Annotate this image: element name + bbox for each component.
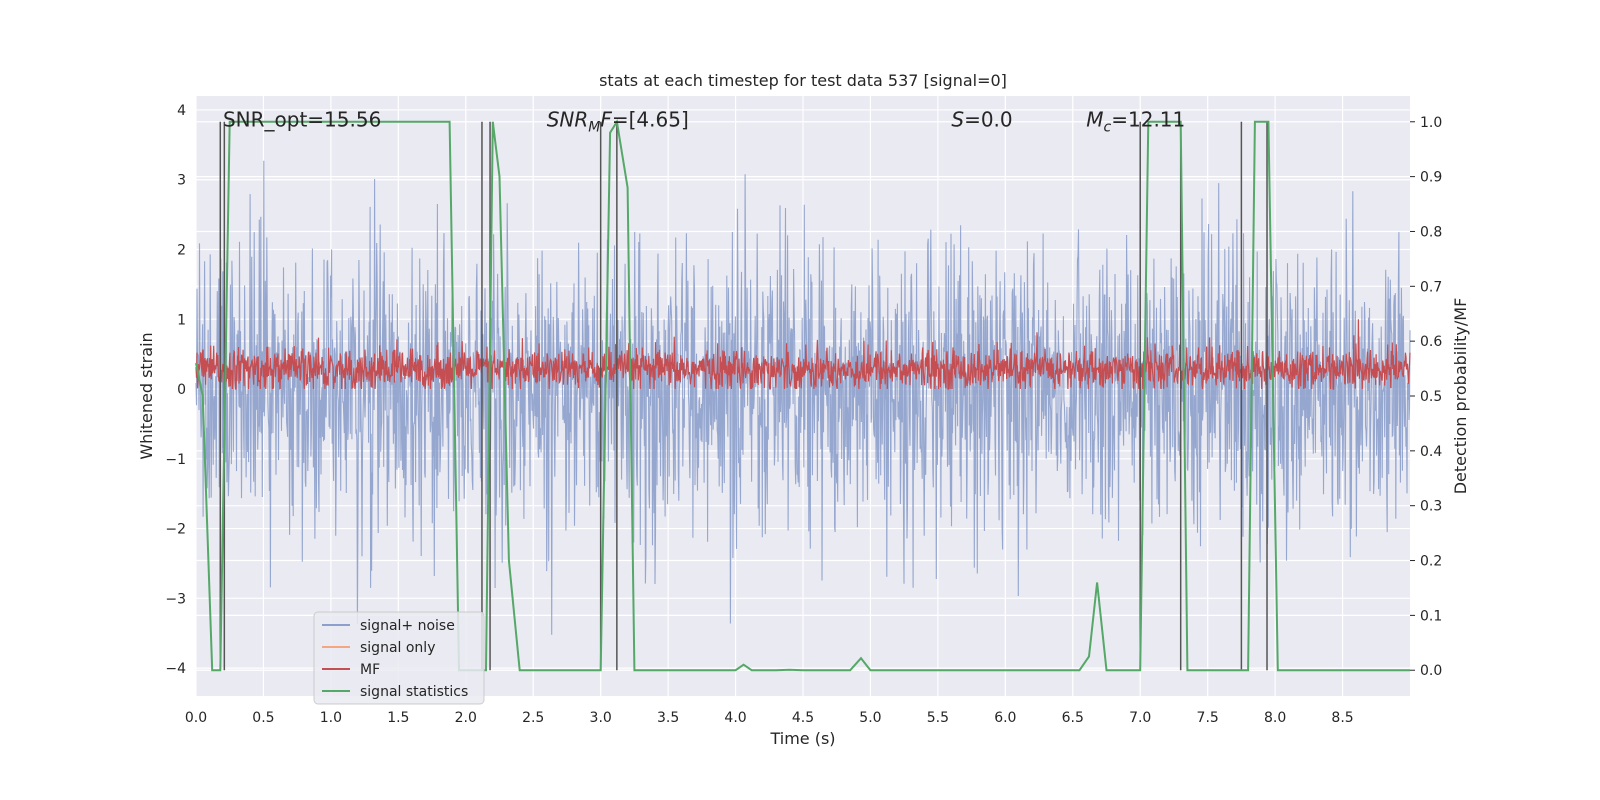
y-right-tick-label: 0.4 — [1420, 444, 1442, 460]
x-tick-label: 2.5 — [522, 710, 544, 726]
statistics-line — [195, 119, 1410, 672]
y-right-tick-label: 0.3 — [1420, 499, 1442, 515]
x-tick-label: 1.5 — [387, 710, 409, 726]
x-tick-label: 1.0 — [320, 710, 342, 726]
y-right-tick-label: 0.7 — [1420, 279, 1442, 295]
y-tick-label: −3 — [165, 591, 186, 607]
x-tick-label: 2.0 — [455, 710, 477, 726]
x-tick-label: 5.0 — [859, 710, 881, 726]
legend: signal+ noise signal only MF signal statist… — [313, 611, 485, 705]
x-tick-label: 4.5 — [792, 710, 814, 726]
annotation: SNRMF=[4.65] — [547, 107, 689, 135]
y-right-tick-label: 0.5 — [1420, 389, 1442, 405]
legend-label: signal only — [360, 640, 435, 656]
y-right-tick-label: 0.1 — [1420, 608, 1442, 624]
y-right-tick-label: 0.0 — [1420, 663, 1442, 679]
y-tick-label: −4 — [165, 661, 186, 677]
y-right-tick-label: 0.2 — [1420, 554, 1442, 570]
x-tick-label: 0.5 — [252, 710, 274, 726]
x-tick-label: 4.0 — [724, 710, 746, 726]
y-tick-label: 3 — [177, 173, 186, 189]
y-tick-label: 2 — [177, 242, 186, 258]
legend-box — [313, 611, 485, 705]
y-axis-label: Whitened strain — [137, 332, 156, 459]
y-tick-label: 1 — [177, 312, 186, 328]
x-tick-label: 3.5 — [657, 710, 679, 726]
annotation: Mc=12.11 — [1086, 107, 1185, 135]
y-right-tick-label: 1.0 — [1420, 115, 1442, 131]
x-tick-label: 8.5 — [1331, 710, 1353, 726]
y-right-tick-label: 0.9 — [1420, 170, 1442, 186]
x-tick-label: 5.5 — [927, 710, 949, 726]
y-tick-label: 0 — [177, 382, 186, 398]
mf-series — [195, 319, 1411, 390]
x-tick-label: 8.0 — [1264, 710, 1286, 726]
y-tick-label: 4 — [177, 103, 186, 119]
x-tick-label: 6.0 — [994, 710, 1016, 726]
legend-label: signal+ noise — [360, 618, 455, 634]
y-tick-label: −2 — [165, 522, 186, 538]
y-tick-label: −1 — [165, 452, 186, 468]
annotations: SNR_opt=15.56 SNRMF=[4.65] S=0.0 Mc=12.11 — [223, 107, 1185, 135]
y-right-tick-label: 0.6 — [1420, 334, 1442, 350]
chart-title: stats at each timestep for test data 537… — [599, 71, 1007, 90]
x-tick-label: 7.5 — [1197, 710, 1219, 726]
legend-label: signal statistics — [360, 684, 468, 700]
mf-line — [195, 319, 1411, 390]
annotation: SNR_opt=15.56 — [223, 107, 381, 131]
annotation: S=0.0 — [951, 107, 1012, 131]
x-axis-label: Time (s) — [769, 729, 835, 748]
x-tick-label: 0.0 — [185, 710, 207, 726]
statistics-series — [195, 119, 1410, 672]
y-right-axis-label: Detection probability/MF — [1451, 298, 1470, 495]
x-tick-label: 6.5 — [1062, 710, 1084, 726]
x-tick-label: 7.0 — [1129, 710, 1151, 726]
y-right-tick-label: 0.8 — [1420, 224, 1442, 240]
x-tick-label: 3.0 — [590, 710, 612, 726]
ticks: 0.0 0.5 1.0 1.5 2.0 2.5 3.0 3.5 4.0 4.5 5.0 5.5 6.0 6… — [165, 103, 1442, 726]
legend-label: MF — [360, 662, 380, 678]
